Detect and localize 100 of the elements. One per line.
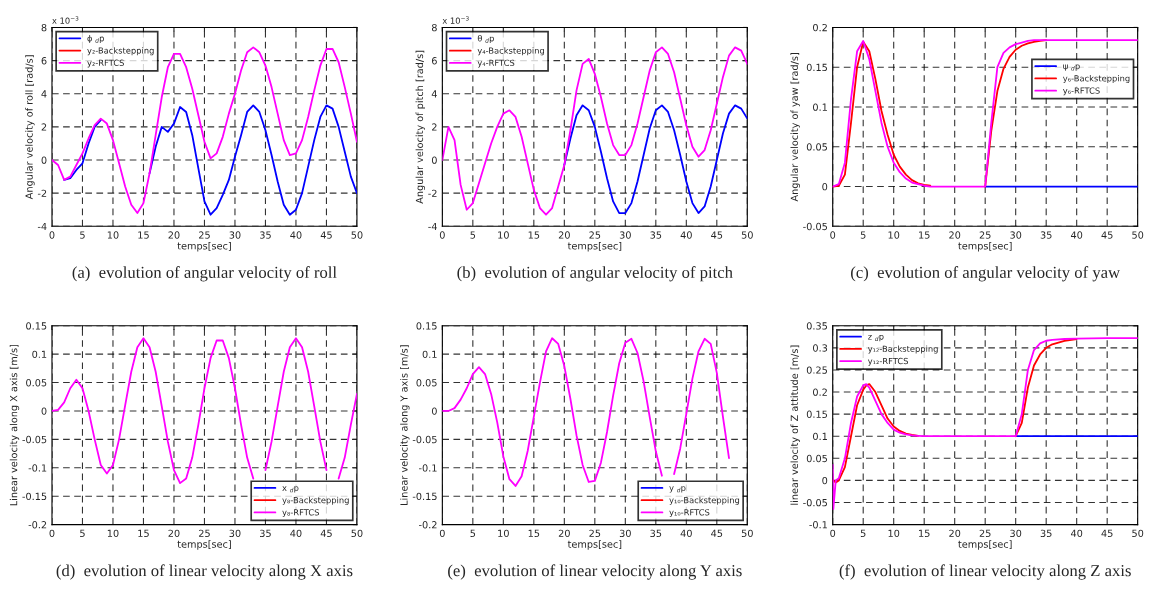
- x-tick-label: 30: [229, 231, 241, 239]
- x-tick-label: 15: [138, 231, 149, 239]
- y-tick-label: -0.05: [803, 498, 827, 507]
- x-tick-label: 45: [1101, 529, 1113, 537]
- x-axis-title: temps[sec]: [567, 241, 622, 252]
- y-axis-title: linear velocity of Z attitude [m/s]: [790, 345, 800, 505]
- y-tick-label: 0.15: [26, 322, 47, 330]
- x-axis-title: temps[sec]: [958, 241, 1012, 252]
- x-tick-label: 20: [168, 231, 180, 239]
- y-tick-label: -0.2: [28, 521, 47, 529]
- text: (c) evolution of angular velocity of yaw: [851, 266, 1121, 282]
- x-tick-label: 20: [168, 529, 180, 537]
- x-tick-label: 25: [979, 529, 991, 537]
- x-tick-label: 15: [528, 231, 540, 239]
- y-tick-label: -0.05: [412, 435, 437, 444]
- y-axis-title: Angular velocity of roll [rad/s]: [25, 55, 35, 200]
- y-axis-title: Linear velocity along X axis [m/s]: [9, 344, 20, 506]
- text: (b) evolution of angular velocity of pitch: [457, 266, 733, 282]
- x-tick-label: 40: [1070, 231, 1083, 239]
- x-tick-label: 40: [680, 231, 692, 239]
- line-series: [442, 46, 748, 216]
- x-tick-label: 35: [1040, 529, 1052, 537]
- x-tick-label: 10: [888, 529, 900, 537]
- x-tick-label: 10: [107, 529, 119, 537]
- y-tick-label: 2: [41, 123, 47, 131]
- x-tick-label: 15: [528, 529, 540, 537]
- legend-label: y₈-RFTCS: [282, 509, 319, 518]
- x-tick-label: 0: [49, 529, 55, 537]
- y-tick-label: 0: [431, 156, 437, 164]
- legend-label: y₂-Backstepping: [87, 47, 154, 56]
- x-axis-title: temps[sec]: [177, 540, 231, 550]
- legend-label: y₄-RFTCS: [477, 59, 515, 68]
- y-tick-label: 0: [822, 476, 828, 485]
- text: (d) evolution of linear velocity along X axis: [56, 564, 353, 580]
- x-tick-label: 25: [198, 231, 210, 239]
- line-series: [832, 337, 1138, 511]
- x-tick-label: 45: [711, 231, 723, 239]
- line-series: [832, 39, 1138, 188]
- x-tick-label: 50: [1132, 529, 1144, 537]
- y-axis-title: Angular velocity of yaw [rad/s]: [790, 53, 800, 202]
- x-axis-title: temps[sec]: [567, 540, 622, 550]
- x-tick-label: 0: [439, 231, 445, 239]
- line-series: [563, 104, 748, 214]
- text: x 10$^{−3}$: [52, 16, 79, 24]
- y-tick-label: -2: [37, 189, 47, 197]
- y-tick-label: -0.05: [803, 222, 827, 231]
- y-tick-label: -0.1: [418, 464, 437, 472]
- line-series: [51, 46, 357, 214]
- y-tick-label: 0: [431, 407, 437, 415]
- y-tick-label: 8: [431, 23, 437, 32]
- legend-label: y₆-RFTCS: [1063, 87, 1100, 96]
- y-tick-label: 0.1: [422, 350, 437, 358]
- x-tick-label: 30: [1010, 529, 1022, 537]
- y-tick-label: 0: [822, 183, 828, 191]
- x-tick-label: 5: [470, 231, 476, 239]
- y-tick-label: -2: [428, 189, 437, 197]
- x-tick-label: 45: [711, 529, 723, 537]
- legend-label: y₁₀-RFTCS: [669, 509, 710, 518]
- x-tick-label: 35: [1040, 231, 1052, 239]
- x-tick-label: 40: [290, 231, 302, 239]
- y-tick-label: 0.15: [806, 63, 827, 72]
- legend-label: y₁₀-Backstepping: [669, 496, 740, 505]
- legend-label: x $_{d}$p: [282, 486, 299, 493]
- y-axis-title: Angular velocity of pitch [rad/s]: [415, 50, 426, 204]
- legend-label: y $_{d}$p: [669, 486, 686, 493]
- legend-label: y₄-Backstepping: [477, 47, 544, 56]
- legend-label: y₆-Backstepping: [1063, 75, 1130, 84]
- x-axis-title: temps[sec]: [177, 241, 231, 252]
- legend-label: y₁₂-RFTCS: [867, 357, 909, 366]
- legend-label: θ $_{d}$p: [477, 34, 494, 44]
- y-tick-label: -4: [428, 222, 437, 230]
- x-tick-label: 25: [589, 529, 601, 537]
- x-tick-label: 25: [589, 231, 601, 239]
- y-tick-label: 0.2: [813, 388, 827, 396]
- y-tick-label: 0.05: [26, 379, 47, 387]
- x-tick-label: 30: [619, 529, 631, 537]
- y-tick-label: -4: [37, 222, 47, 230]
- y-tick-label: 4: [41, 90, 47, 98]
- y-tick-label: -0.05: [22, 435, 47, 444]
- legend-label: z $_{d}$p: [868, 334, 884, 342]
- x-tick-label: 25: [198, 529, 210, 537]
- x-tick-label: 50: [351, 529, 363, 537]
- x-tick-label: 45: [1101, 231, 1113, 239]
- text: x 10$^{−3}$: [442, 16, 469, 24]
- y-tick-label: 2: [432, 123, 437, 131]
- x-tick-label: 20: [558, 529, 570, 537]
- x-tick-label: 0: [830, 231, 836, 239]
- x-tick-label: 10: [498, 529, 509, 537]
- y-tick-label: 0.05: [806, 454, 827, 463]
- y-tick-label: 6: [41, 57, 47, 65]
- y-tick-label: 0.1: [813, 432, 827, 441]
- x-tick-label: 5: [470, 529, 476, 537]
- x-tick-label: 40: [680, 529, 692, 537]
- legend-label: y₈-Backstepping: [282, 496, 349, 505]
- x-tick-label: 50: [741, 231, 753, 239]
- x-tick-label: 15: [919, 529, 930, 537]
- y-tick-label: 0.35: [806, 322, 827, 330]
- x-tick-label: 5: [860, 529, 866, 537]
- x-tick-label: 35: [650, 231, 662, 239]
- y-tick-label: 6: [431, 57, 437, 65]
